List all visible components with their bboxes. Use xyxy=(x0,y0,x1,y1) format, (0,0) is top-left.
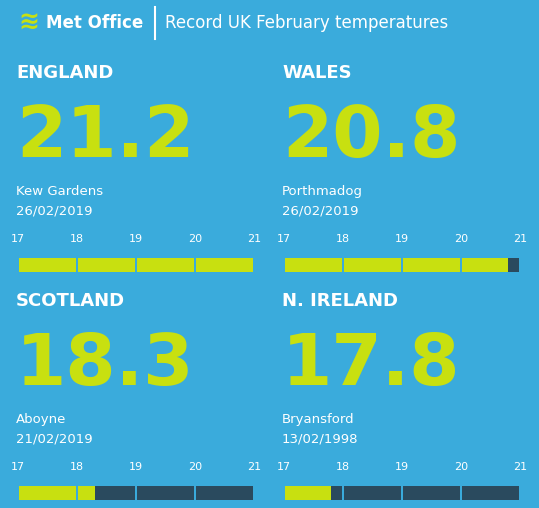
Text: 18.3: 18.3 xyxy=(16,331,195,400)
Text: N. IRELAND: N. IRELAND xyxy=(282,292,398,310)
Text: 26/02/2019: 26/02/2019 xyxy=(282,204,358,217)
Text: 19: 19 xyxy=(129,234,143,244)
Text: SCOTLAND: SCOTLAND xyxy=(16,292,125,310)
Bar xyxy=(462,258,508,272)
Text: ≋: ≋ xyxy=(18,11,39,35)
Bar xyxy=(403,258,460,272)
Text: 19: 19 xyxy=(395,234,409,244)
Text: Aboyne: Aboyne xyxy=(16,414,66,426)
Bar xyxy=(285,258,342,272)
Text: Kew Gardens: Kew Gardens xyxy=(16,185,103,199)
Bar xyxy=(196,486,253,500)
Bar xyxy=(462,486,519,500)
Text: 20: 20 xyxy=(188,462,202,472)
Bar xyxy=(19,486,76,500)
Bar xyxy=(137,258,194,272)
Text: 26/02/2019: 26/02/2019 xyxy=(16,204,93,217)
Text: 13/02/1998: 13/02/1998 xyxy=(282,432,358,446)
Text: 21/02/2019: 21/02/2019 xyxy=(16,432,93,446)
Bar xyxy=(330,486,342,500)
Bar xyxy=(78,258,135,272)
Text: 17: 17 xyxy=(277,462,291,472)
Text: 21.2: 21.2 xyxy=(16,103,195,172)
Bar xyxy=(95,486,135,500)
Text: WALES: WALES xyxy=(282,64,351,82)
Bar xyxy=(19,258,76,272)
Text: 20.8: 20.8 xyxy=(282,103,460,172)
Text: 19: 19 xyxy=(395,462,409,472)
Text: 18: 18 xyxy=(336,234,350,244)
Text: 21: 21 xyxy=(247,234,261,244)
Text: 21: 21 xyxy=(513,462,527,472)
Text: Record UK February temperatures: Record UK February temperatures xyxy=(165,14,448,32)
Bar xyxy=(508,258,519,272)
Text: 18: 18 xyxy=(70,234,84,244)
Text: 20: 20 xyxy=(454,234,468,244)
Bar xyxy=(196,258,253,272)
Text: 17.8: 17.8 xyxy=(282,331,460,400)
Text: 17: 17 xyxy=(277,234,291,244)
Text: 21: 21 xyxy=(247,462,261,472)
Text: ENGLAND: ENGLAND xyxy=(16,64,113,82)
Text: 21: 21 xyxy=(513,234,527,244)
Text: 20: 20 xyxy=(188,234,202,244)
Text: Porthmadog: Porthmadog xyxy=(282,185,363,199)
Bar xyxy=(344,258,401,272)
Text: 20: 20 xyxy=(454,462,468,472)
Text: Met Office: Met Office xyxy=(46,14,143,32)
Bar xyxy=(285,486,330,500)
Text: 18: 18 xyxy=(336,462,350,472)
Bar xyxy=(78,486,95,500)
Bar xyxy=(137,486,194,500)
Text: 17: 17 xyxy=(11,462,25,472)
Text: 19: 19 xyxy=(129,462,143,472)
Bar xyxy=(344,486,401,500)
Text: 18: 18 xyxy=(70,462,84,472)
Text: Bryansford: Bryansford xyxy=(282,414,355,426)
Bar xyxy=(403,486,460,500)
Text: 17: 17 xyxy=(11,234,25,244)
